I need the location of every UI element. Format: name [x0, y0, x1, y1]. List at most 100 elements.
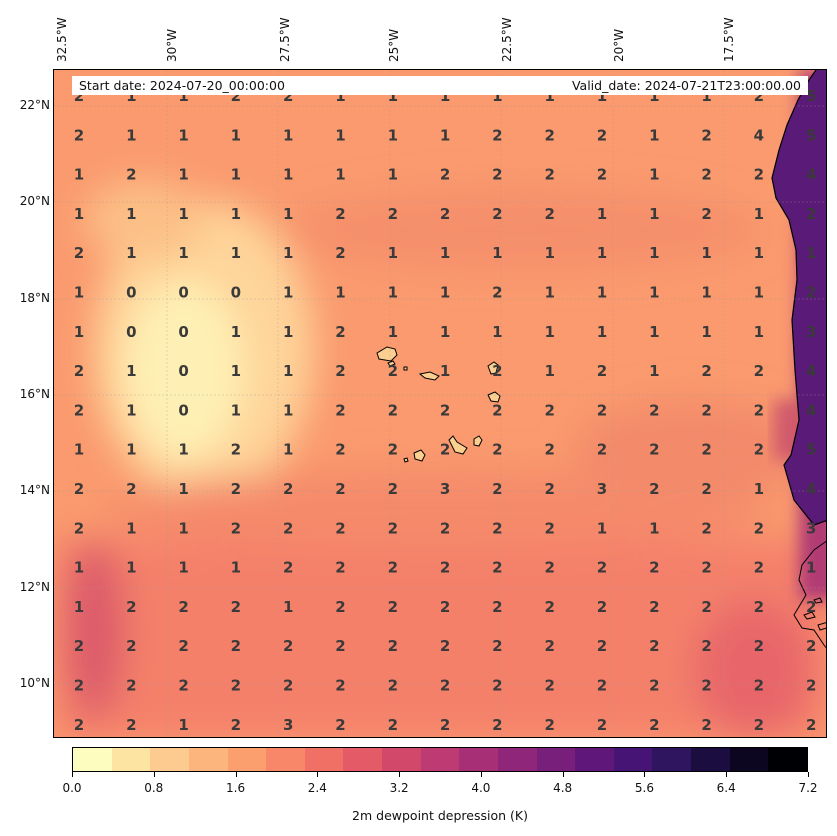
- lat-label-22n: 22°N: [19, 98, 50, 112]
- colorbar-swatch: [73, 748, 112, 771]
- grid-value: 1: [178, 519, 188, 537]
- grid-value: 1: [126, 205, 136, 223]
- grid-value: 1: [231, 205, 241, 223]
- lon-label-30w: 30°W: [165, 28, 179, 62]
- grid-value: 2: [335, 716, 345, 734]
- grid-value: 2: [231, 637, 241, 655]
- grid-value: 4: [806, 166, 816, 184]
- grid-value: 2: [388, 677, 398, 695]
- grid-value: 0: [178, 284, 188, 302]
- grid-value: 2: [597, 637, 607, 655]
- grid-value: 1: [126, 401, 136, 419]
- grid-value: 2: [806, 677, 816, 695]
- grid-value: 1: [701, 323, 711, 341]
- grid-value: 1: [126, 559, 136, 577]
- grid-value: 1: [74, 559, 84, 577]
- grid-value: 2: [492, 401, 502, 419]
- grid-value: 2: [440, 519, 450, 537]
- grid-value: 1: [388, 87, 398, 105]
- grid-value: 2: [178, 598, 188, 616]
- grid-value: 2: [440, 401, 450, 419]
- colorbar-swatch: [613, 748, 653, 771]
- colorbar-swatch: [227, 748, 267, 771]
- grid-value: 1: [492, 87, 502, 105]
- grid-value: 1: [126, 441, 136, 459]
- grid-value: 1: [178, 87, 188, 105]
- grid-value: 1: [544, 362, 554, 380]
- grid-value: 1: [231, 559, 241, 577]
- grid-value: 2: [544, 205, 554, 223]
- coastline: [771, 70, 826, 526]
- colorbar-tick: [72, 772, 73, 777]
- grid-value: 2: [544, 716, 554, 734]
- grid-value: 1: [544, 87, 554, 105]
- grid-value: 2: [544, 441, 554, 459]
- grid-value: 1: [126, 362, 136, 380]
- colorbar-tick-label: 7.2: [798, 781, 818, 795]
- grid-value: 2: [597, 441, 607, 459]
- grid-value: 1: [649, 244, 659, 262]
- grid-value: 2: [74, 126, 84, 144]
- colorbar-tick: [317, 772, 319, 777]
- grid-value: 2: [701, 401, 711, 419]
- grid-value: 0: [231, 284, 241, 302]
- grid-value: 2: [492, 441, 502, 459]
- grid-value: 2: [492, 362, 502, 380]
- grid-value: 1: [178, 205, 188, 223]
- grid-value: 2: [492, 559, 502, 577]
- grid-value: 1: [754, 244, 764, 262]
- grid-value: 2: [754, 716, 764, 734]
- grid-value: 1: [283, 401, 293, 419]
- colorbar: [72, 747, 808, 772]
- grid-value: 2: [74, 362, 84, 380]
- colorbar-swatch: [150, 748, 189, 771]
- grid-value: 2: [701, 166, 711, 184]
- grid-value: 2: [283, 87, 293, 105]
- grid-value: 2: [544, 480, 554, 498]
- grid-value: 1: [74, 598, 84, 616]
- grid-value: 5: [806, 126, 816, 144]
- colorbar-swatch: [343, 748, 382, 771]
- grid-value: 1: [806, 244, 816, 262]
- grid-value: 1: [231, 166, 241, 184]
- colorbar-swatch: [575, 748, 614, 771]
- grid-value: 2: [335, 480, 345, 498]
- grid-value: 2: [544, 677, 554, 695]
- grid-value: 1: [74, 441, 84, 459]
- cape-verde-islands: [376, 346, 501, 463]
- grid-value: 1: [649, 166, 659, 184]
- colorbar-tick-label: 4.8: [553, 781, 573, 795]
- grid-value: 1: [283, 441, 293, 459]
- start-date-label: Start date: 2024-07-20_00:00:00: [79, 78, 285, 93]
- grid-value: 1: [335, 126, 345, 144]
- coastline-south: [793, 540, 826, 649]
- colorbar-tick: [235, 772, 237, 777]
- grid-value: 1: [440, 244, 450, 262]
- grid-value: 2: [649, 441, 659, 459]
- lat-label-10n: 10°N: [19, 676, 50, 690]
- grid-value: 2: [597, 126, 607, 144]
- grid-value: 2: [126, 716, 136, 734]
- grid-value: 2: [597, 166, 607, 184]
- grid-value: 2: [126, 480, 136, 498]
- colorbar-tick: [562, 772, 564, 777]
- colorbar-tick: [726, 772, 728, 777]
- grid-value: 2: [335, 598, 345, 616]
- grid-value: 2: [231, 716, 241, 734]
- grid-value: 1: [126, 519, 136, 537]
- grid-value: 2: [701, 205, 711, 223]
- grid-value: 2: [597, 598, 607, 616]
- grid-value: 2: [701, 716, 711, 734]
- grid-value: 1: [544, 323, 554, 341]
- grid-value: 2: [649, 637, 659, 655]
- grid-value: 1: [178, 244, 188, 262]
- grid-value: 1: [649, 284, 659, 302]
- grid-value: 3: [440, 480, 450, 498]
- colorbar-swatch: [652, 748, 691, 771]
- grid-value: 2: [544, 401, 554, 419]
- grid-value: 2: [544, 519, 554, 537]
- colorbar-swatch: [497, 748, 537, 771]
- grid-value: 1: [126, 87, 136, 105]
- grid-value: 1: [754, 284, 764, 302]
- grid-value: 2: [649, 677, 659, 695]
